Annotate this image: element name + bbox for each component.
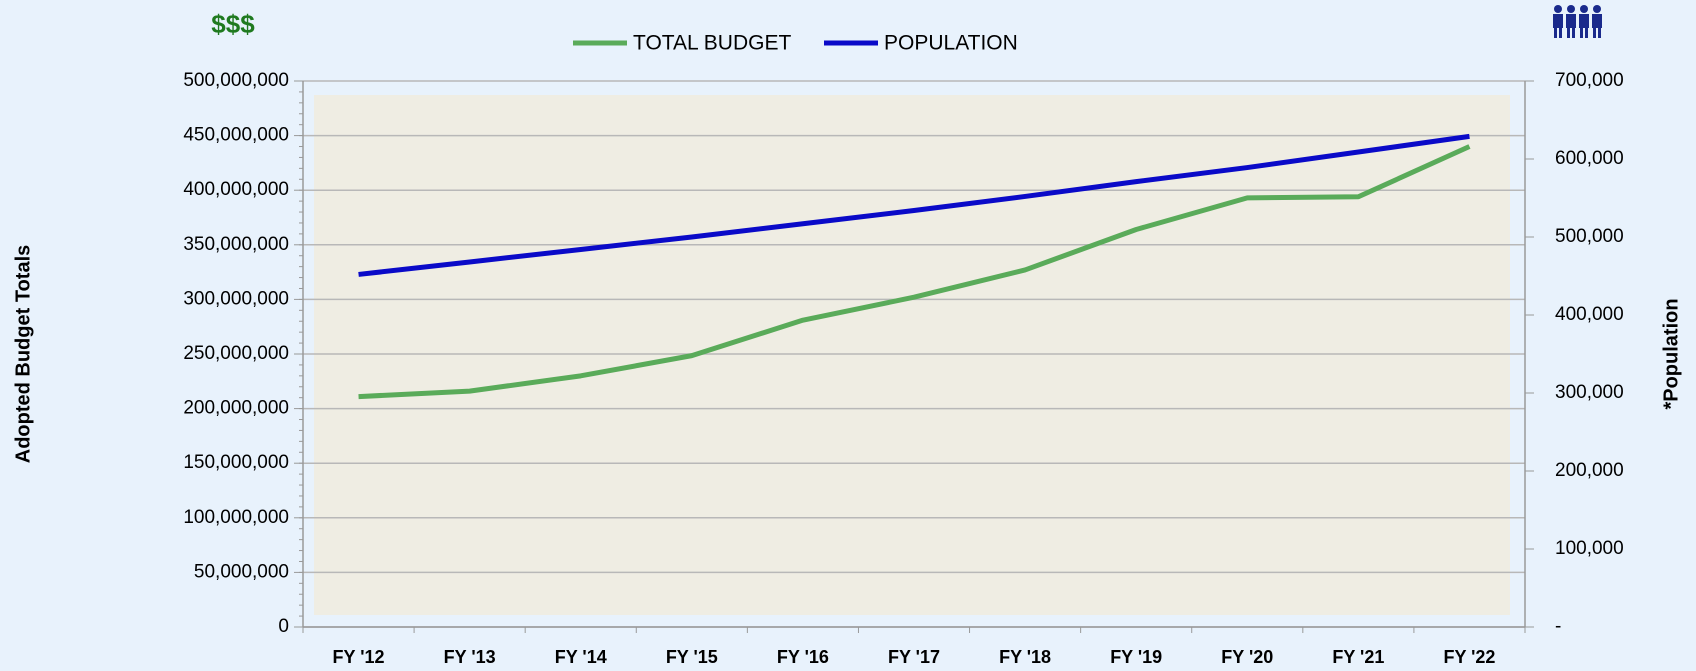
y2-tick-label: 500,000 (1555, 226, 1624, 247)
y-tick-label: 0 (278, 616, 289, 637)
y-tick-label: 150,000,000 (183, 452, 289, 473)
x-tick-label: FY '17 (888, 647, 940, 667)
y2-tick-label: 200,000 (1555, 460, 1624, 481)
y2-tick-label: - (1555, 616, 1561, 637)
x-tick-label: FY '13 (444, 647, 496, 667)
x-tick-label: FY '20 (1221, 647, 1273, 667)
series-line (358, 144, 1471, 400)
x-tick-label: FY '12 (333, 647, 385, 667)
y-tick-label: 100,000,000 (183, 507, 289, 528)
y-tick-label: 350,000,000 (183, 234, 289, 255)
y-tick-label: 500,000,000 (183, 70, 289, 91)
y2-tick-label: 100,000 (1555, 538, 1624, 559)
x-tick-label: FY '18 (999, 647, 1051, 667)
series-line (358, 133, 1470, 277)
y-tick-label: 250,000,000 (183, 343, 289, 364)
y-tick-label: 400,000,000 (183, 179, 289, 200)
plot-background (314, 95, 1510, 615)
y2-tick-label: 300,000 (1555, 382, 1624, 403)
x-tick-label: FY '15 (666, 647, 718, 667)
y2-tick-label: 400,000 (1555, 304, 1624, 325)
x-tick-label: FY '19 (1110, 647, 1162, 667)
y-unit-label: $$$ (211, 9, 255, 39)
y2-axis-title: *Population (1660, 298, 1682, 409)
x-tick-label: FY '22 (1443, 647, 1495, 667)
legend-label: TOTAL BUDGET (633, 32, 791, 55)
x-tick-label: FY '16 (777, 647, 829, 667)
y-tick-label: 450,000,000 (183, 125, 289, 146)
x-tick-label: FY '14 (555, 647, 607, 667)
x-tick-label: FY '21 (1332, 647, 1384, 667)
y-tick-label: 200,000,000 (183, 398, 289, 419)
y-tick-label: 300,000,000 (183, 288, 289, 309)
y2-tick-label: 700,000 (1555, 70, 1624, 91)
y2-tick-label: 600,000 (1555, 148, 1624, 169)
y-tick-label: 50,000,000 (194, 561, 289, 582)
legend-label: POPULATION (884, 32, 1018, 55)
population-icon (1553, 5, 1602, 38)
y-axis-title: Adopted Budget Totals (12, 245, 34, 464)
